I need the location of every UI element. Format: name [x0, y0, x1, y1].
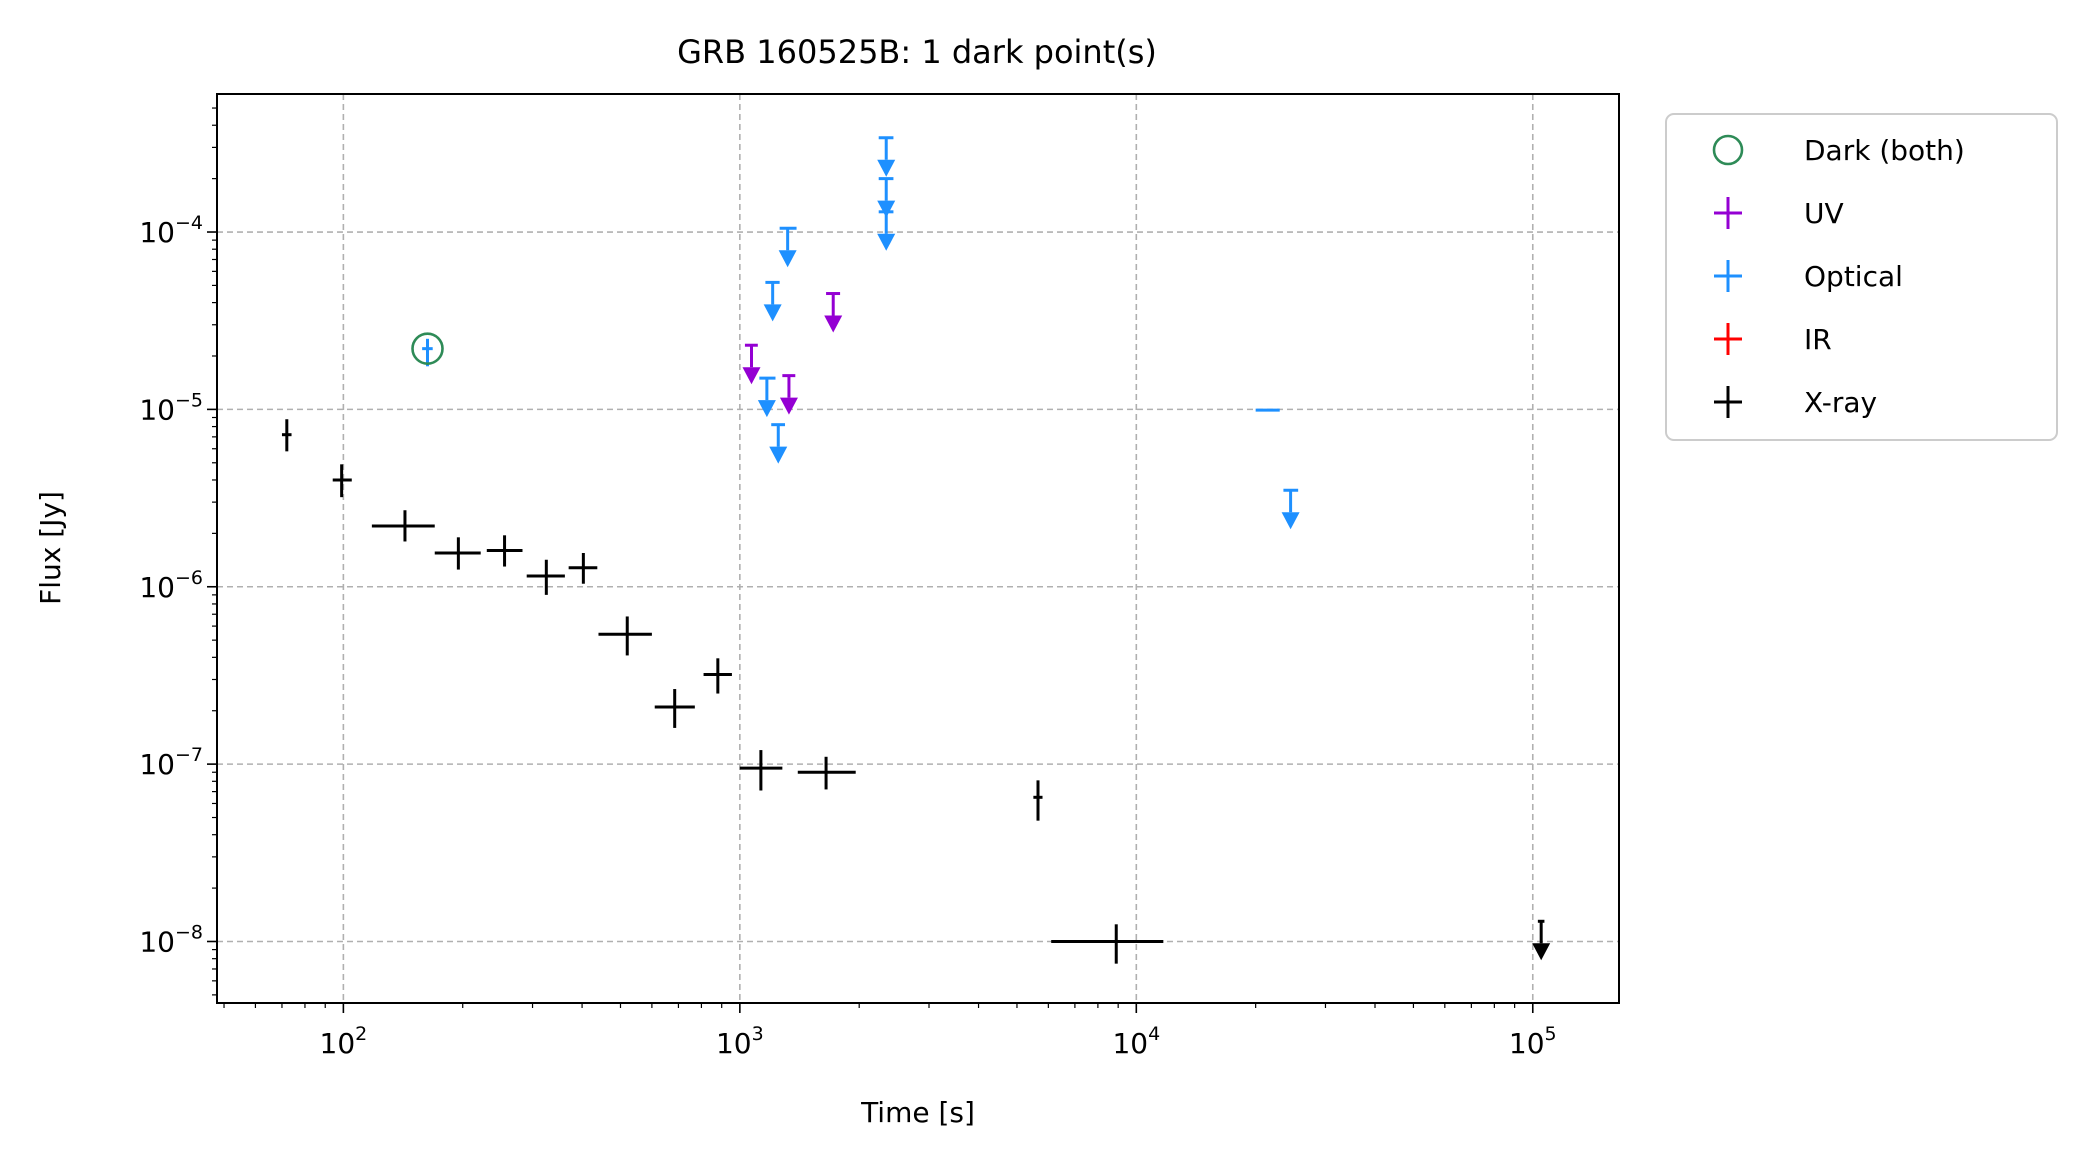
optical-upper-limit-arrow: [769, 446, 788, 464]
xray-point: [1033, 780, 1043, 821]
legend-label: UV: [1804, 197, 1844, 230]
y-tick-label: 10−7: [139, 744, 203, 781]
chart-title: GRB 160525B: 1 dark point(s): [677, 33, 1157, 71]
legend-label: X-ray: [1804, 386, 1877, 419]
optical-point: [778, 226, 797, 268]
xray-point: [332, 464, 352, 498]
legend-entry-xray: X-ray: [1714, 386, 1877, 419]
optical-point: [763, 280, 782, 322]
legend-entry-optical: Optical: [1714, 260, 1903, 293]
axis-ticks: 102 103 104 105 10−8 10−7 10−6 10−5 10−4: [139, 107, 1557, 1060]
series-xray: [281, 419, 1551, 964]
optical-point: [1281, 488, 1300, 530]
xray-point: [797, 756, 856, 790]
optical-point: [757, 376, 776, 418]
series-uv: [742, 292, 843, 415]
xray-point: [526, 559, 565, 595]
x-tick-label: 102: [320, 1023, 368, 1060]
optical-upper-limit-arrow: [757, 400, 776, 418]
uv-point: [779, 374, 798, 415]
optical-point: [877, 177, 896, 218]
xray-point: [568, 552, 598, 584]
legend: Dark (both) UV Optical IR X-ray: [1665, 113, 2058, 441]
uv-point: [742, 343, 761, 385]
legend-label: Dark (both): [1804, 134, 1965, 167]
xray-point: [434, 537, 481, 570]
xray-point: [1051, 924, 1164, 964]
optical-point: [877, 136, 896, 177]
plot-data: [281, 136, 1551, 964]
legend-label: IR: [1804, 323, 1832, 356]
x-axis-label: Time [s]: [860, 1096, 975, 1129]
xray-point: [281, 419, 292, 452]
legend-entry-dark: Dark (both): [1712, 134, 1965, 167]
optical-upper-limit-arrow: [763, 304, 782, 322]
xray-point: [654, 689, 695, 728]
legend-box: [1665, 113, 2058, 441]
xray-point: [703, 658, 732, 694]
uv-point: [824, 292, 843, 333]
y-tick-label: 10−5: [139, 389, 203, 426]
xray-upper-limit-arrow: [1532, 943, 1551, 961]
optical-upper-limit-arrow: [1281, 512, 1300, 530]
optical-upper-limit-arrow: [877, 233, 896, 251]
optical-upper-limit-arrow: [877, 159, 896, 177]
uv-upper-limit-arrow: [742, 367, 761, 385]
legend-marker-circle: [1712, 134, 1744, 166]
xray-point: [371, 510, 435, 542]
uv-upper-limit-arrow: [779, 397, 798, 415]
legend-entry-uv: UV: [1714, 197, 1844, 230]
optical-point: [422, 338, 433, 367]
uv-upper-limit-arrow: [824, 315, 843, 333]
optical-point: [769, 423, 788, 464]
y-tick-label: 10−6: [139, 567, 203, 604]
optical-upper-limit-arrow: [778, 250, 797, 268]
optical-point: [877, 210, 896, 251]
legend-label: Optical: [1804, 260, 1903, 293]
y-axis-label: Flux [Jy]: [34, 491, 67, 605]
xray-point: [598, 616, 652, 656]
x-tick-label: 105: [1509, 1023, 1557, 1060]
y-tick-label: 10−8: [139, 921, 203, 958]
x-tick-label: 104: [1112, 1023, 1160, 1060]
xray-point: [739, 750, 783, 791]
xray-point: [1532, 919, 1551, 961]
series-optical: [422, 136, 1300, 530]
grid: [217, 94, 1619, 1003]
legend-entry-ir: IR: [1714, 323, 1832, 356]
optical-upper-limit-arrow: [877, 200, 896, 218]
x-tick-label: 103: [716, 1023, 764, 1060]
y-tick-label: 10−4: [139, 212, 203, 249]
dark-point-marker: [411, 332, 444, 365]
plot-frame: [216, 93, 1620, 1004]
xray-point: [486, 535, 523, 567]
